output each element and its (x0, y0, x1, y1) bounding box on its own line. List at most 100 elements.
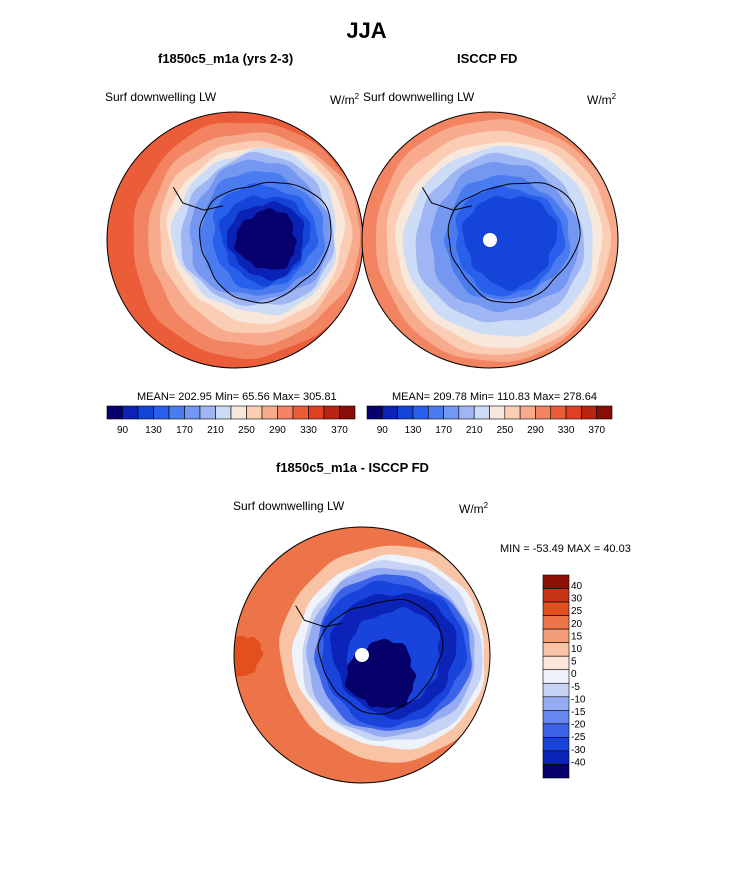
colorbar-box (581, 405, 597, 420)
colorbar-box (292, 405, 309, 420)
panel3-units: W/m2 (459, 501, 489, 516)
antarctica-coastline (199, 181, 332, 304)
colorbar-box (542, 628, 570, 643)
contour-band (234, 635, 264, 677)
colorbar-box (542, 723, 570, 738)
colorbar-tick-label: -5 (571, 682, 580, 693)
antarctica-coastline-peninsula (172, 187, 224, 211)
colorbar-box (199, 405, 216, 420)
colorbar-box (542, 737, 570, 752)
panel3-field-label: Surf downwelling LW (233, 499, 345, 513)
colorbar-box (542, 615, 570, 630)
panel3-stats: MIN = -53.49 MAX = 40.03 (500, 543, 631, 555)
colorbar-tick-label: -25 (571, 732, 586, 743)
colorbar-box (153, 405, 170, 420)
colorbar-box (542, 682, 570, 698)
colorbar-box (565, 405, 582, 420)
panel1-units: W/m2 (330, 92, 360, 107)
colorbar-box (596, 405, 613, 420)
colorbar-panel2: 90 130 170 210 250 290 330 370 (366, 405, 613, 436)
colorbar-box (542, 764, 570, 779)
colorbar-tick-label: 370 (331, 425, 348, 436)
colorbar-box (542, 655, 570, 671)
colorbar-tick-label: 15 (571, 631, 583, 642)
colorbar-box (489, 405, 506, 420)
colorbar-tick-label: 20 (571, 619, 583, 630)
colorbar-tick-label: -40 (571, 757, 586, 768)
colorbar-tick-label: 0 (571, 669, 577, 680)
colorbar-tick-label: -30 (571, 745, 586, 756)
colorbar-box (366, 405, 383, 420)
antarctica-coastline-peninsula (295, 605, 343, 628)
colorbar-box (542, 750, 570, 765)
colorbar-box (535, 405, 552, 420)
colorbar-box (137, 405, 154, 420)
colorbar-box (308, 405, 325, 420)
colorbar-box (542, 696, 570, 711)
map-border (233, 526, 491, 784)
colorbar-box (542, 588, 570, 603)
colorbar-tick-label: -20 (571, 720, 586, 731)
colorbar-box (542, 710, 570, 725)
colorbar-tick-label: 330 (558, 425, 575, 436)
panel2-stats: MEAN= 209.78 Min= 110.83 Max= 278.64 (392, 391, 597, 403)
colorbar-tick-label: 170 (176, 425, 193, 436)
colorbar-tick-label: 330 (300, 425, 317, 436)
colorbar-tick-label: 250 (238, 425, 255, 436)
colorbar-box (230, 405, 247, 420)
colorbar-box (397, 405, 414, 420)
colorbar-box (458, 405, 475, 420)
colorbar-box (215, 405, 232, 420)
colorbar-tick-label: 290 (527, 425, 544, 436)
colorbar-box (550, 405, 567, 420)
panel2-field-label: Surf downwelling LW (363, 90, 475, 104)
panel1-field-label: Surf downwelling LW (105, 90, 217, 104)
pole-hole (355, 648, 369, 662)
colorbar-box (122, 405, 139, 420)
panel3-title: f1850c5_m1a - ISCCP FD (276, 460, 429, 475)
map-panel-2 (361, 111, 619, 369)
colorbar-panel1: 90 130 170 210 250 290 330 370 (106, 405, 356, 436)
colorbar-tick-label: 370 (588, 425, 605, 436)
colorbar-tick-label: 290 (269, 425, 286, 436)
colorbar-box (519, 405, 536, 420)
colorbar-box (504, 405, 521, 420)
colorbar-tick-label: 25 (571, 606, 583, 617)
colorbar-box (427, 405, 444, 420)
pole-hole (483, 233, 497, 247)
colorbar-box (168, 405, 185, 420)
contour-band (461, 196, 558, 291)
panel2-units: W/m2 (587, 92, 617, 107)
colorbar-box (184, 405, 201, 420)
colorbar-tick-label: 130 (405, 425, 422, 436)
colorbar-box (246, 405, 263, 420)
main-title: JJA (346, 18, 387, 43)
colorbar-tick-label: 210 (207, 425, 224, 436)
colorbar-tick-label: 90 (377, 425, 389, 436)
antarctica-coastline (317, 598, 444, 715)
colorbar-tick-label: -15 (571, 707, 586, 718)
map-panel-3 (233, 526, 491, 784)
panel1-stats: MEAN= 202.95 Min= 65.56 Max= 305.81 (137, 391, 337, 403)
colorbar-tick-label: 10 (571, 644, 583, 655)
colorbar-box (542, 601, 570, 616)
contour-band (234, 208, 297, 270)
antarctica-coastline-peninsula (421, 187, 473, 211)
colorbar-tick-label: 250 (496, 425, 513, 436)
colorbar-tick-label: 130 (145, 425, 162, 436)
colorbar-box (443, 405, 460, 420)
colorbar-box (473, 405, 490, 420)
colorbar-box (277, 405, 294, 420)
panel1-title: f1850c5_m1a (yrs 2-3) (158, 51, 294, 66)
map-border (361, 111, 619, 369)
antarctica-coastline (447, 182, 581, 304)
colorbar-box (542, 669, 570, 684)
colorbar-tick-label: 210 (466, 425, 483, 436)
colorbar-box (382, 405, 398, 420)
colorbar-tick-label: 40 (571, 581, 583, 592)
colorbar-box (106, 405, 123, 420)
colorbar-tick-label: -10 (571, 694, 586, 705)
colorbar-tick-label: 170 (435, 425, 452, 436)
